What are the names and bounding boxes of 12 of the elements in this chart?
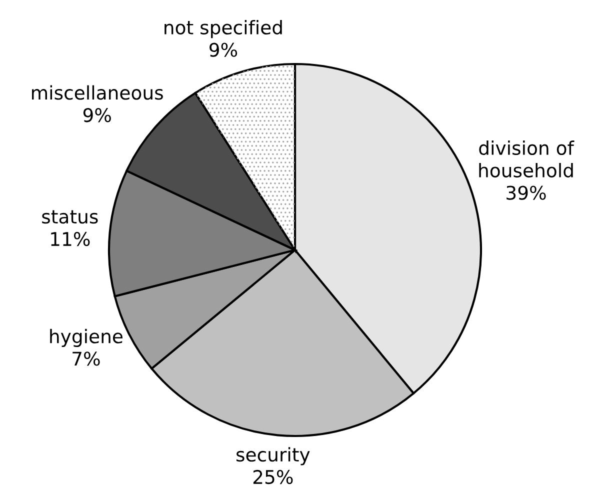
data-label: 7% — [72, 352, 100, 366]
data-label: 11% — [51, 232, 90, 246]
data-label: 9% — [83, 108, 111, 122]
slice-label: security — [236, 447, 310, 466]
slice-label: hygiene — [50, 328, 122, 348]
slice-label: division of household — [479, 140, 574, 178]
data-label: 39% — [506, 186, 546, 200]
slice-label: status — [42, 210, 98, 224]
slice-label: not specified — [164, 20, 282, 38]
data-label: 25% — [253, 470, 293, 484]
slice-label: miscellaneous — [32, 85, 163, 100]
data-label: 9% — [210, 42, 238, 57]
